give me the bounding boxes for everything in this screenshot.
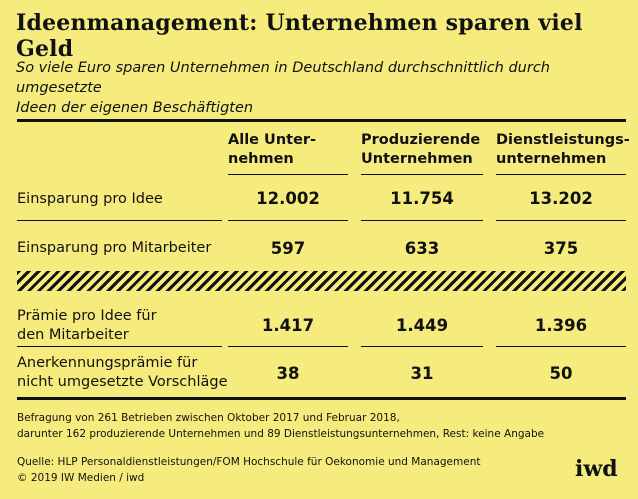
value-cell: 375 bbox=[543, 239, 579, 258]
value-cell: 633 bbox=[404, 239, 440, 258]
row-rule bbox=[228, 346, 348, 347]
value-cell: 1.449 bbox=[395, 316, 449, 335]
row-label-saving-per-idea: Einsparung pro Idee bbox=[17, 191, 163, 207]
header-rule-services bbox=[496, 174, 626, 175]
subtitle-line-2: Ideen der eigenen Beschäftigten bbox=[16, 100, 254, 116]
iwd-logo: iwd bbox=[575, 456, 618, 482]
row-rule bbox=[496, 346, 626, 347]
value-cell: 13.202 bbox=[529, 189, 593, 208]
table-top-rule bbox=[17, 119, 626, 122]
value-cell: 38 bbox=[276, 364, 300, 383]
subtitle-line-1: So viele Euro sparen Unternehmen in Deut… bbox=[16, 60, 551, 96]
chart-subtitle: So viele Euro sparen Unternehmen in Deut… bbox=[16, 58, 626, 118]
source-note: Quelle: HLP Personaldienstleistungen/FOM… bbox=[17, 456, 481, 484]
hatched-separator bbox=[17, 271, 626, 291]
header-rule-production bbox=[361, 174, 483, 175]
column-header-production: Produzierende Unternehmen bbox=[361, 132, 481, 167]
header-rule-all bbox=[228, 174, 348, 175]
survey-note: Befragung von 261 Betrieben zwischen Okt… bbox=[17, 412, 545, 440]
row-rule bbox=[496, 220, 626, 221]
row-rule bbox=[228, 220, 348, 221]
value-cell: 1.417 bbox=[261, 316, 315, 335]
value-cell: 1.396 bbox=[534, 316, 588, 335]
row-rule bbox=[17, 220, 222, 221]
row-rule bbox=[17, 346, 222, 347]
row-rule bbox=[361, 346, 483, 347]
row-label-saving-per-employee: Einsparung pro Mitarbeiter bbox=[17, 240, 212, 256]
row-label-bonus-per-idea: Prämie pro Idee für den Mitarbeiter bbox=[17, 308, 157, 343]
row-label-recognition-bonus: Anerkennungsprämie für nicht umgesetzte … bbox=[17, 355, 228, 390]
value-cell: 12.002 bbox=[256, 189, 320, 208]
value-cell: 11.754 bbox=[390, 189, 454, 208]
value-cell: 31 bbox=[410, 364, 434, 383]
value-cell: 50 bbox=[549, 364, 573, 383]
table-bottom-rule bbox=[17, 397, 626, 400]
row-rule bbox=[361, 220, 483, 221]
column-header-services: Dienstleistungs- unternehmen bbox=[496, 132, 630, 167]
column-header-all: Alle Unter- nehmen bbox=[228, 132, 317, 167]
chart-title: Ideenmanagement: Unternehmen sparen viel… bbox=[16, 10, 583, 62]
value-cell: 597 bbox=[270, 239, 306, 258]
